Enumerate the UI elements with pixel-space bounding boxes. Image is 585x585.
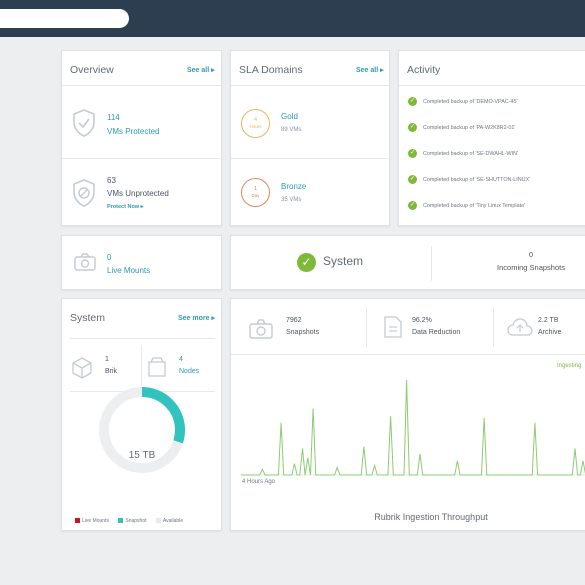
check-icon: ✓ <box>408 97 417 106</box>
divider <box>70 338 215 339</box>
check-icon: ✓ <box>408 175 417 184</box>
overview-card: Overview See all ▸ 114 VMs Protected 63 … <box>61 50 223 226</box>
camera-icon <box>249 319 273 339</box>
sla-domain-count: 89 VMs <box>281 127 302 133</box>
vms-unprotected-label: VMs Unprotected <box>107 189 169 198</box>
throughput-card: 7962 Snapshots 96.2% Data Reduction 2.2 … <box>230 298 585 531</box>
check-icon: ✓ <box>408 201 417 210</box>
sla-badge-number: 1 <box>253 186 258 192</box>
sla-domain-count: 35 VMs <box>281 197 302 203</box>
system-card: System See more ▸ 1 Brik 4 Nodes 15 TB L… <box>61 298 222 531</box>
legend-live-mounts: Live Mounts <box>75 518 109 524</box>
shield-blocked-icon <box>72 179 96 207</box>
top-bar <box>0 0 585 37</box>
sla-see-all-link[interactable]: See all ▸ <box>356 67 384 74</box>
cloud-icon <box>507 318 533 336</box>
nodes-label[interactable]: Nodes <box>179 368 200 375</box>
vms-protected-count: 114 <box>107 113 120 122</box>
overview-see-all-link[interactable]: See all ▸ <box>187 67 215 74</box>
donut-snapshot <box>99 387 185 473</box>
search-input[interactable] <box>0 9 129 28</box>
incoming-snapshots-count: 0 <box>528 250 534 259</box>
overview-title: Overview <box>70 64 114 76</box>
activity-item[interactable]: ✓ Completed backup of 'DEMO-VPAC-45' <box>408 97 518 106</box>
brik-label: Brik <box>105 368 118 375</box>
vms-unprotected-count: 63 <box>107 176 116 185</box>
throughput-chart <box>241 379 585 476</box>
chart-legend-ingesting: Ingesting <box>557 363 582 369</box>
activity-text: Completed backup of 'Tiny Linux Template… <box>423 202 526 209</box>
divider <box>431 246 432 281</box>
check-icon: ✓ <box>408 123 417 132</box>
shield-check-icon <box>72 109 96 137</box>
camera-icon <box>74 253 96 271</box>
divider <box>366 307 367 347</box>
activity-text: Completed backup of 'SE-DWAHL-WIN' <box>423 150 519 157</box>
server-node-icon <box>148 357 166 377</box>
archive-label: Archive <box>538 329 562 336</box>
capacity-legend: Live Mounts Snapshot Available <box>75 518 183 524</box>
sla-domain-name[interactable]: Gold <box>281 112 298 121</box>
divider <box>399 85 585 86</box>
snapshots-label: Snapshots <box>286 329 320 336</box>
live-mounts-count: 0 <box>107 253 112 262</box>
sla-badge-unit: Day <box>251 193 260 198</box>
legend-snapshot: Snapshot <box>118 518 147 524</box>
sla-domain-name[interactable]: Bronze <box>281 182 307 191</box>
live-mounts-card[interactable]: 0 Live Mounts <box>61 235 222 290</box>
sla-badge-bronze[interactable]: 1 Day <box>241 178 270 207</box>
divider <box>231 158 391 159</box>
system-status-card: ✓ System 0 Incoming Snapshots <box>230 235 585 290</box>
legend-available: Available <box>155 518 183 524</box>
activity-card: Activity ✓ Completed backup of 'DEMO-VPAC… <box>398 50 585 226</box>
data-reduction-value: 96.2% <box>412 317 432 324</box>
system-status-label[interactable]: System <box>323 254 364 268</box>
system-see-more-link[interactable]: See more ▸ <box>178 315 215 322</box>
divider <box>62 85 223 86</box>
sla-badge-unit: Hours <box>249 124 262 129</box>
activity-text: Completed backup of 'DEMO-VPAC-45' <box>423 98 518 105</box>
ingestion-series-line <box>241 379 585 476</box>
protect-now-link[interactable]: Protect Now ▸ <box>107 204 144 210</box>
capacity-label: 15 TB <box>128 450 156 461</box>
incoming-snapshots-label: Incoming Snapshots <box>497 263 565 272</box>
x-axis-start-label: 4 Hours Ago <box>242 479 276 485</box>
archive-value: 2.2 TB <box>538 317 559 324</box>
divider <box>493 307 494 347</box>
activity-text: Completed backup of 'PA-W2K8R2-01' <box>423 124 516 131</box>
sla-badge-number: 4 <box>253 117 258 123</box>
snapshots-value: 7962 <box>286 317 302 324</box>
live-mounts-label: Live Mounts <box>107 266 151 275</box>
vms-protected-label[interactable]: VMs Protected <box>107 127 160 136</box>
brik-count: 1 <box>105 356 109 363</box>
system-title: System <box>70 312 106 324</box>
sla-badge-gold[interactable]: 4 Hours <box>241 109 270 138</box>
cube-icon <box>72 357 92 379</box>
document-icon <box>384 316 402 338</box>
activity-item[interactable]: ✓ Completed backup of 'SE-SHUTTON-LINUX' <box>408 175 530 184</box>
divider <box>141 345 142 385</box>
data-reduction-label: Data Reduction <box>412 329 461 336</box>
activity-item[interactable]: ✓ Completed backup of 'PA-W2K8R2-01' <box>408 123 515 132</box>
throughput-chart-title: Rubrik Ingestion Throughput <box>374 512 488 522</box>
activity-item[interactable]: ✓ Completed backup of 'SE-DWAHL-WIN' <box>408 149 518 158</box>
activity-text: Completed backup of 'SE-SHUTTON-LINUX' <box>423 176 531 183</box>
divider <box>231 354 585 355</box>
sla-domains-title: SLA Domains <box>239 64 303 76</box>
divider <box>231 85 391 86</box>
sla-domains-card: SLA Domains See all ▸ 4 Hours Gold 89 VM… <box>230 50 391 226</box>
storage-donut-chart <box>99 387 185 473</box>
check-icon: ✓ <box>408 149 417 158</box>
nodes-count: 4 <box>179 356 183 363</box>
check-circle-icon: ✓ <box>297 253 316 272</box>
activity-item[interactable]: ✓ Completed backup of 'Tiny Linux Templat… <box>408 201 525 210</box>
divider <box>62 158 223 159</box>
activity-title: Activity <box>407 64 441 76</box>
